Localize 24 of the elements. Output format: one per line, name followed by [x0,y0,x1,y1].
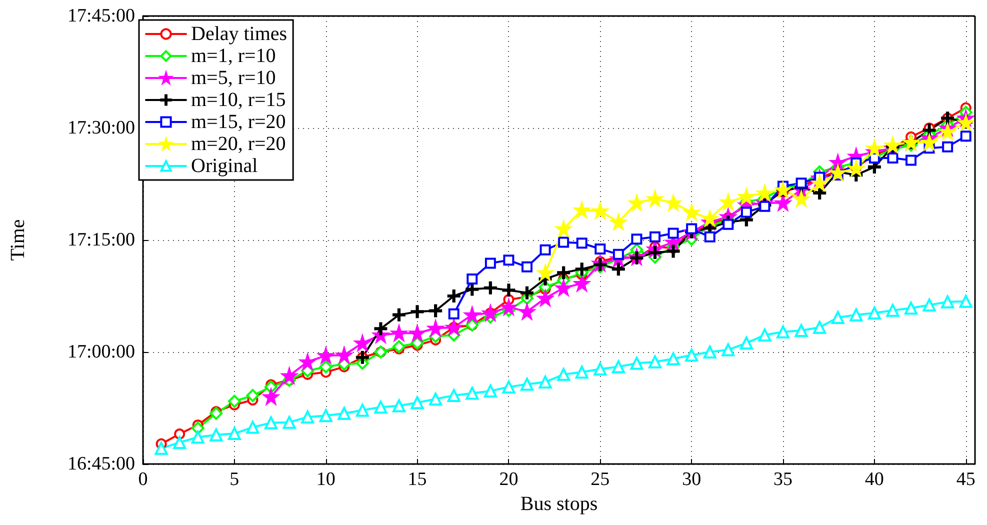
x-tick-label: 25 [590,469,610,490]
legend-label: m=20, r=20 [191,133,286,155]
legend-label: Original [191,155,258,177]
x-tick-label: 40 [864,469,884,490]
legend-label: m=5, r=10 [191,67,276,89]
legend-label: Delay times [191,23,288,45]
legend-label: m=1, r=10 [191,45,276,67]
x-tick-label: 10 [316,469,336,490]
x-tick-label: 5 [230,469,240,490]
x-tick-label: 0 [138,469,148,490]
legend-label: m=15, r=20 [191,111,286,133]
y-axis-title: Time [7,219,29,261]
x-tick-label: 15 [408,469,427,490]
x-axis-title: Bus stops [520,492,598,515]
y-tick-label: 17:00:00 [67,342,135,362]
y-tick-label: 17:45:00 [67,6,135,26]
y-tick-label: 16:45:00 [67,454,135,474]
x-tick-label: 30 [682,469,702,490]
legend-label: m=10, r=15 [191,89,286,111]
y-tick-label: 17:15:00 [67,230,135,250]
x-tick-label: 35 [774,469,792,490]
x-tick-label: 45 [956,469,976,490]
y-tick-label: 17:30:00 [67,118,135,138]
x-tick-label: 20 [499,469,518,490]
